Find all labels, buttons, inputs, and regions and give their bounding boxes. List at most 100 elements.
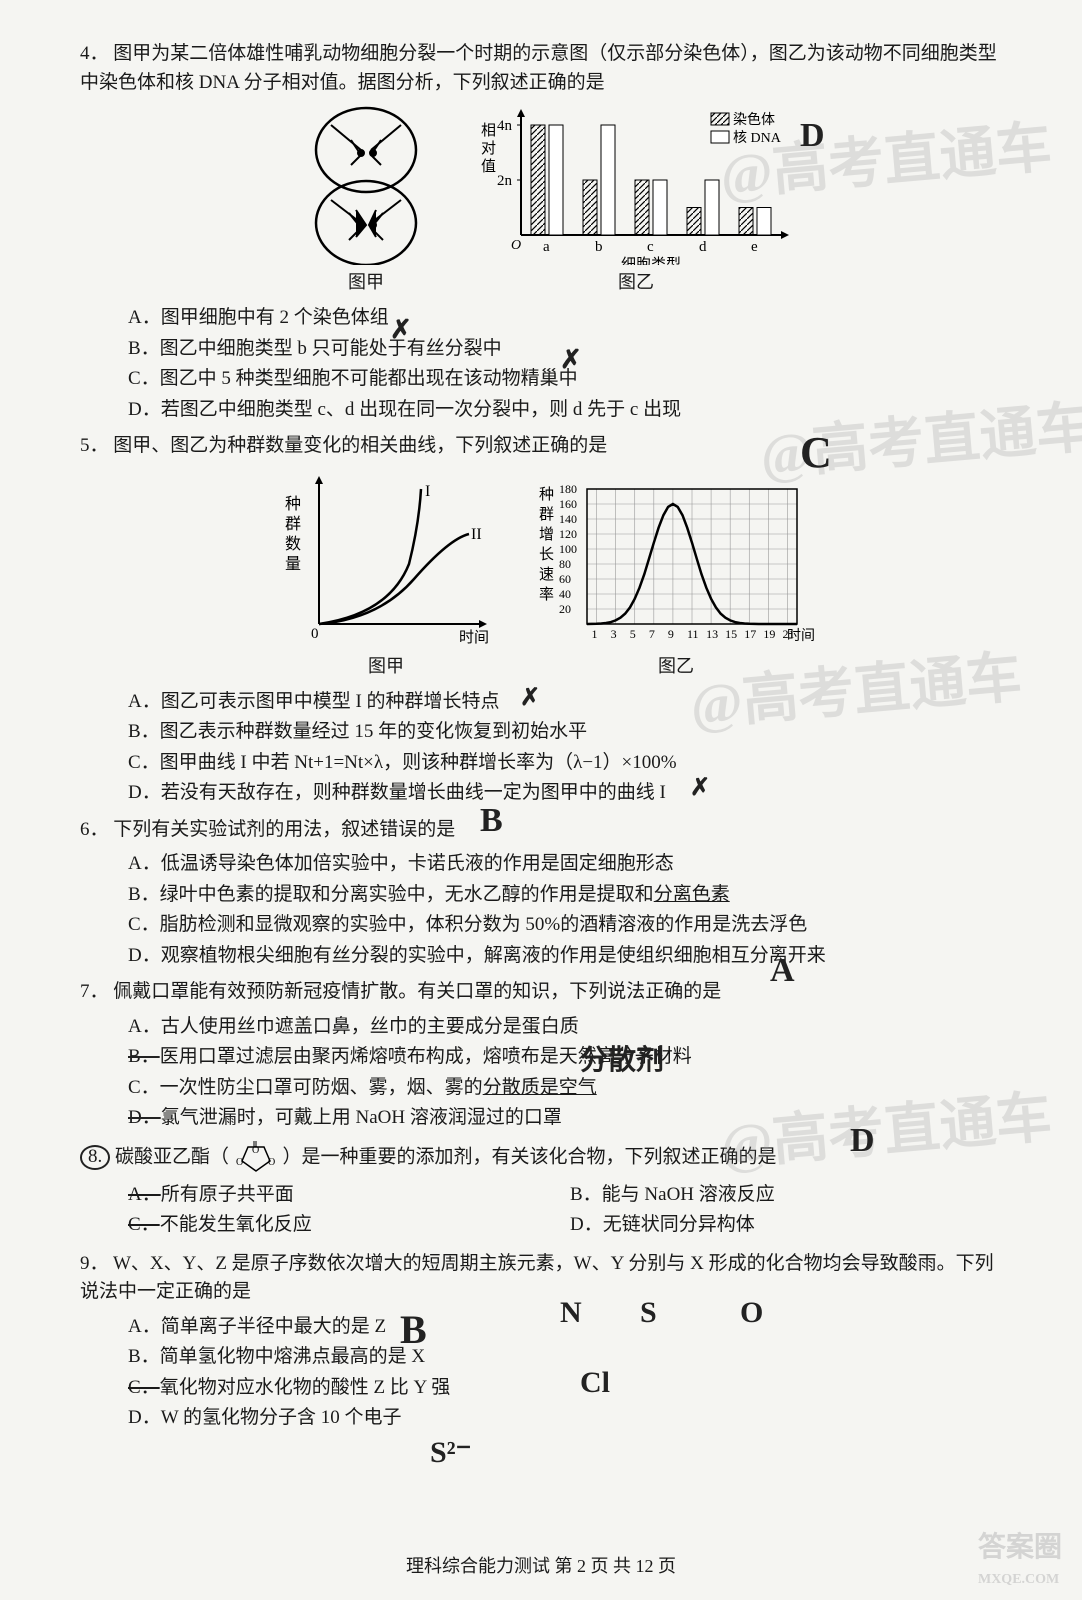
- q9-n2: S: [640, 1290, 657, 1335]
- q7-optB: B．B．医用口罩过滤层由聚丙烯熔喷布构成，熔喷布是天然高分子材料医用口罩过滤层由…: [128, 1043, 1012, 1072]
- svg-text:e: e: [751, 239, 758, 255]
- q7-optA: A．古人使用丝巾遮盖口鼻，丝巾的主要成分是蛋白质: [128, 1013, 1012, 1042]
- svg-text:相: 相: [481, 122, 496, 139]
- q9-optD: D．W 的氢化物分子含 10 个电子: [128, 1404, 1012, 1433]
- q4-optD: D．若图乙中细胞类型 c、d 出现在同一次分裂中，则 d 先于 c 出现: [128, 396, 1012, 425]
- svg-text:I: I: [425, 483, 430, 500]
- q5-fig-a: III0时间种群数量 图甲: [271, 469, 501, 680]
- svg-text:量: 量: [285, 556, 301, 573]
- svg-text:染色体: 染色体: [733, 111, 775, 128]
- q7-optC: C．一次性防尘口罩可防烟、雾，烟、雾的分散质是空气: [128, 1074, 1012, 1103]
- q5-fig-b: 2040608010012014016018013579111315171921…: [531, 469, 821, 680]
- q5-optC: C．图甲曲线 I 中若 Nt+1=Nt×λ，则该种群增长率为（λ−1）×100%: [128, 749, 1012, 778]
- svg-text:60: 60: [559, 572, 571, 586]
- svg-text:对: 对: [481, 140, 496, 157]
- question-9: 9． W、X、Y、Z 是原子序数依次增大的短周期主族元素，W、Y 分别与 X 形…: [80, 1250, 1012, 1433]
- q7-num: 7．: [80, 981, 109, 1002]
- svg-text:40: 40: [559, 587, 571, 601]
- q8-optD: D．无链状同分异构体: [570, 1211, 1012, 1240]
- svg-text:速: 速: [539, 566, 554, 583]
- svg-text:时间: 时间: [459, 629, 489, 646]
- svg-text:种: 种: [539, 486, 554, 503]
- svg-text:4n: 4n: [497, 118, 513, 134]
- svg-text:13: 13: [706, 627, 718, 641]
- svg-text:15: 15: [725, 627, 737, 641]
- question-6: 6． 下列有关实验试剂的用法，叙述错误的是 A．低温诱导染色体加倍实验中，卡诺氏…: [80, 816, 1012, 971]
- q5-stem: 图甲、图乙为种群数量变化的相关曲线，下列叙述正确的是: [113, 435, 607, 456]
- q9-stem: W、X、Y、Z 是原子序数依次增大的短周期主族元素，W、Y 分别与 X 形成的化…: [80, 1253, 994, 1303]
- q9-answer-ann: B: [400, 1300, 427, 1360]
- q5-x2: ✗: [690, 770, 710, 806]
- q5-x1: ✗: [520, 680, 540, 716]
- q4-x1: ✗: [390, 310, 412, 349]
- q6-stem: 下列有关实验试剂的用法，叙述错误的是: [113, 819, 455, 840]
- question-4: 4． 图甲为某二倍体雄性哺乳动物细胞分裂一个时期的示意图（仅示部分染色体），图乙…: [80, 40, 1012, 424]
- svg-text:17: 17: [744, 627, 756, 641]
- q5-answer-ann: C: [800, 420, 832, 486]
- svg-text:100: 100: [559, 542, 577, 556]
- svg-text:细胞类型: 细胞类型: [621, 256, 681, 265]
- svg-text:2n: 2n: [497, 173, 513, 189]
- svg-text:19: 19: [763, 627, 775, 641]
- q7-note: 分散剂: [580, 1040, 664, 1082]
- q4-figB-label: 图乙: [471, 269, 801, 296]
- q8-stem-post: ）是一种重要的添加剂，有关该化合物，下列叙述正确的是: [283, 1146, 777, 1167]
- q5-num: 5．: [80, 435, 109, 456]
- svg-text:11: 11: [687, 627, 699, 641]
- svg-text:1: 1: [592, 627, 598, 641]
- svg-text:80: 80: [559, 557, 571, 571]
- svg-text:核 DNA: 核 DNA: [733, 130, 782, 146]
- svg-text:140: 140: [559, 512, 577, 526]
- q4-answer-ann: D: [800, 110, 825, 161]
- svg-text:群: 群: [285, 515, 301, 533]
- q9-n1: N: [560, 1290, 582, 1335]
- q8-optB: B．能与 NaOH 溶液反应: [570, 1181, 1012, 1210]
- q4-fig-b: 4n2n相对值abcde细胞类型染色体核 DNAO 图乙: [471, 105, 801, 296]
- svg-text:O: O: [511, 238, 521, 253]
- page-footer: 理科综合能力测试 第 2 页 共 12 页: [0, 1553, 1082, 1580]
- q9-n3: O: [740, 1290, 763, 1335]
- q6-optB: B．绿叶中色素的提取和分离实验中，无水乙醇的作用是提取和分离色素: [128, 881, 1012, 910]
- svg-text:率: 率: [539, 586, 554, 603]
- q6-optD: D．观察植物根尖细胞有丝分裂的实验中，解离液的作用是使组织细胞相互分离开来: [128, 942, 1012, 971]
- svg-text:a: a: [543, 239, 550, 255]
- q6-optA: A．低温诱导染色体加倍实验中，卡诺氏液的作用是固定细胞形态: [128, 850, 1012, 879]
- svg-text:9: 9: [668, 627, 674, 641]
- svg-text:群: 群: [539, 506, 554, 523]
- svg-text:值: 值: [481, 158, 496, 175]
- svg-text:0: 0: [311, 626, 319, 642]
- q9-optC: C．氧化物对应水化物的酸性 Z 比 Y 强: [128, 1374, 1012, 1403]
- q4-stem: 图甲为某二倍体雄性哺乳动物细胞分裂一个时期的示意图（仅示部分染色体），图乙为该动…: [80, 43, 997, 93]
- q6-answer-ann: B: [480, 795, 503, 846]
- q8-stem-pre: 碳酸亚乙酯（: [115, 1146, 229, 1167]
- q5-optB: B．图乙表示种群数量经过 15 年的变化恢复到初始水平: [128, 718, 1012, 747]
- svg-text:增: 增: [539, 526, 554, 543]
- svg-text:数: 数: [285, 535, 301, 553]
- q5-optA: A．图乙可表示图甲中模型 I 的种群增长特点: [128, 688, 1012, 717]
- q9-optB: B．简单氢化物中熔沸点最高的是 X: [128, 1343, 1012, 1372]
- q4-optA: A．图甲细胞中有 2 个染色体组: [128, 304, 1012, 333]
- q8-num: 8.: [80, 1145, 110, 1170]
- svg-text:3: 3: [611, 627, 617, 641]
- svg-text:II: II: [471, 526, 482, 543]
- q6-optC: C．脂肪检测和显微观察的实验中，体积分数为 50%的酒精溶液的作用是洗去浮色: [128, 911, 1012, 940]
- q4-fig-a: 图甲: [291, 105, 441, 296]
- q9-n5: S²⁻: [430, 1430, 472, 1475]
- q8-optA: A．所有原子共平面: [128, 1181, 570, 1210]
- q4-x2: ✗: [560, 340, 582, 379]
- q5-figA-label: 图甲: [271, 653, 501, 680]
- q4-num: 4．: [80, 43, 109, 64]
- question-5: 5． 图甲、图乙为种群数量变化的相关曲线，下列叙述正确的是 III0时间种群数量…: [80, 432, 1012, 808]
- svg-text:20: 20: [559, 602, 571, 616]
- svg-text:180: 180: [559, 482, 577, 496]
- question-7: 7． 佩戴口罩能有效预防新冠疫情扩散。有关口罩的知识，下列说法正确的是 A．古人…: [80, 978, 1012, 1133]
- svg-text:120: 120: [559, 527, 577, 541]
- q9-n4: Cl: [580, 1360, 610, 1405]
- q7-stem: 佩戴口罩能有效预防新冠疫情扩散。有关口罩的知识，下列说法正确的是: [113, 981, 721, 1002]
- svg-text:种: 种: [285, 495, 301, 513]
- svg-text:O: O: [236, 1157, 243, 1168]
- q7-optD: D．氯气泄漏时，可戴上用 NaOH 溶液润湿过的口罩: [128, 1104, 1012, 1133]
- q8-optC: C．不能发生氧化反应: [128, 1211, 570, 1240]
- q4-figA-label: 图甲: [291, 269, 441, 296]
- q5-optD: D．若没有天敌存在，则种群数量增长曲线一定为图甲中的曲线 I: [128, 779, 1012, 808]
